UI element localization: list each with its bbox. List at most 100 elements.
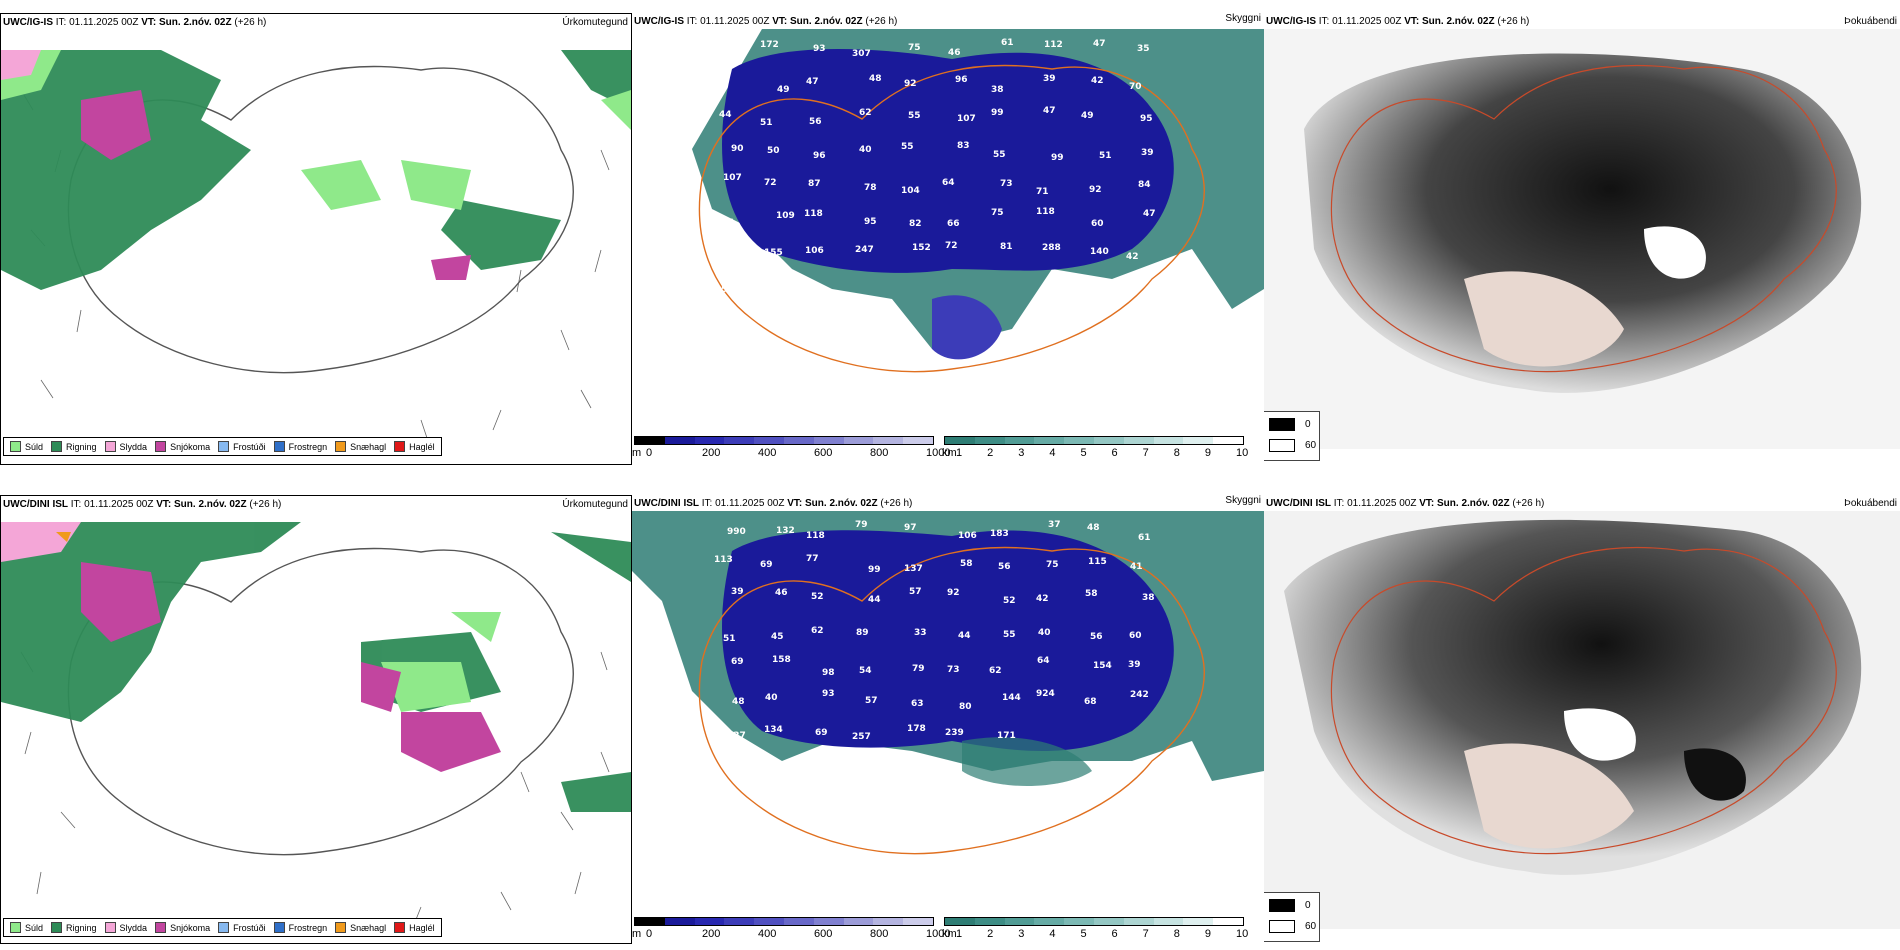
cloud-base-value: 990 [727,527,746,537]
colorbar-tick: 6 [1111,928,1118,940]
colorbar-step [1153,437,1184,444]
cloud-base-value: 89 [856,628,869,638]
cloud-base-value: 93 [813,44,826,54]
colorbar-tick: 7 [1142,447,1149,459]
colorbar-tick: 1000 [926,447,951,459]
cloud-base-value: 39 [1128,660,1141,670]
cloud-base-value: 75 [991,208,1004,218]
cloud-base-value: 90 [731,144,744,154]
fog-swatch-0 [1269,418,1295,431]
cloud-base-value: 73 [947,665,960,675]
cloud-base-value: 92 [904,79,917,89]
colorbar-tick: 2 [987,928,994,940]
legend-item: Haglél [394,922,435,933]
colorbar-step [1034,437,1065,444]
cloud-base-value: 75 [722,242,735,252]
colorbar-km: km 1 2 3 4 5 6 7 8 9 10 [942,436,1252,462]
iceland-outline [1330,546,1837,855]
colorbar-tick: 800 [870,447,889,459]
cloud-base-value: 72 [945,241,958,251]
precip-map [1,512,631,930]
cloud-base-value: 51 [760,118,773,128]
legend-label: Súld [25,441,44,452]
cloud-base-value: 42 [1091,76,1104,86]
colorbar-step [724,437,755,444]
cloud-base-value: 80 [959,702,972,712]
colorbar-step [974,918,1005,925]
cloud-base-value: 51 [1099,151,1112,161]
colorbar-tick: 1000 [926,928,951,940]
legend-item: Slydda [104,922,147,933]
cloud-base-value: 60 [1129,631,1142,641]
cloud-base-value: 109 [776,211,795,221]
cloud-base-value: 107 [723,173,742,183]
cloud-base-value: 134 [764,725,783,735]
colorbar-step [1123,918,1154,925]
cloud-base-value: 69 [731,657,744,667]
cloud-base-value: 69 [760,560,773,570]
cloud-base-value: 47 [1043,106,1056,116]
legend-swatch [335,922,347,933]
cloud-base-value: 239 [945,728,964,738]
colorbar-tick: 200 [702,928,721,940]
legend-item: Snjókoma [155,441,210,452]
cloud-base-value: 140 [1090,247,1109,257]
cloud-base-value: 154 [1093,661,1112,671]
colorbar-tick: 0 [646,447,653,459]
cloud-base-value: 41 [1130,562,1143,572]
cloud-base-value: 61 [1001,38,1014,48]
cloud-base-value: 46 [948,48,961,58]
cloud-base-value: 98 [822,668,835,678]
cloud-base-value: 158 [772,655,791,665]
legend-item: Frostúði [218,922,266,933]
cloud-base-value: 288 [1042,243,1061,253]
cloud-base-value: 49 [1081,111,1094,121]
cloud-base-value: 35 [1137,44,1150,54]
cloud-base-value: 95 [864,217,877,227]
colorbar-step [873,437,904,444]
legend-item: Slydda [104,441,147,452]
legend-label: Frostúði [233,922,266,933]
cloud-base-value: 55 [901,142,914,152]
legend-item: Frostúði [218,441,266,452]
cloud-base-value: 87 [808,179,821,189]
colorbar-step [945,437,975,444]
cloud-base-value: 52 [811,592,824,602]
cloud-base-value: 37 [1048,520,1061,530]
cloud-base-value: 46 [775,588,788,598]
cloud-base-value: 106 [958,531,977,541]
legend-label: Frostregn [288,441,328,452]
legend-label: Haglél [409,922,435,933]
legend-item: Rigning [51,441,97,452]
cloud-base-value: 38 [1142,593,1155,603]
colorbar-step [754,437,784,444]
fog-map [1264,511,1900,929]
legend-label: Frostregn [288,922,328,933]
cloud-base-value: 99 [991,108,1004,118]
colorbar-step [873,918,904,925]
cloud-base-value: 92 [947,588,960,598]
cloud-panel-bottom: UWC/DINI ISL IT: 01.11.2025 00Z VT: Sun.… [632,495,1264,944]
cloud-base-value: 47 [1093,39,1106,49]
cloud-base-value: 73 [1000,179,1013,189]
panel-header: UWC/DINI ISL IT: 01.11.2025 00Z VT: Sun.… [1266,498,1545,509]
legend-label: Rigning [66,922,97,933]
colorbar-step [783,437,814,444]
cloud-base-value: 42 [1126,252,1139,262]
cloud-base-value: 84 [1138,180,1151,190]
legend-swatch [10,922,21,933]
cloud-base-value: 51 [723,634,736,644]
legend-swatch [51,441,63,452]
panel-title: Þokuábendi [1844,498,1897,509]
colorbar-step [783,918,814,925]
colorbar-step [724,918,755,925]
colorbar-tick: 4 [1049,447,1056,459]
cloud-base-value: 78 [864,183,877,193]
cloud-base-value: 40 [1038,628,1051,638]
colorbar-step [1004,437,1035,444]
cloud-base-value: 183 [990,529,1009,539]
panel-title: Skyggni [1225,495,1261,506]
legend-item: Súld [10,441,43,452]
legend-label: Snæhagl [350,922,387,933]
colorbar-m: m 0 200 400 600 800 1000 [632,917,950,943]
